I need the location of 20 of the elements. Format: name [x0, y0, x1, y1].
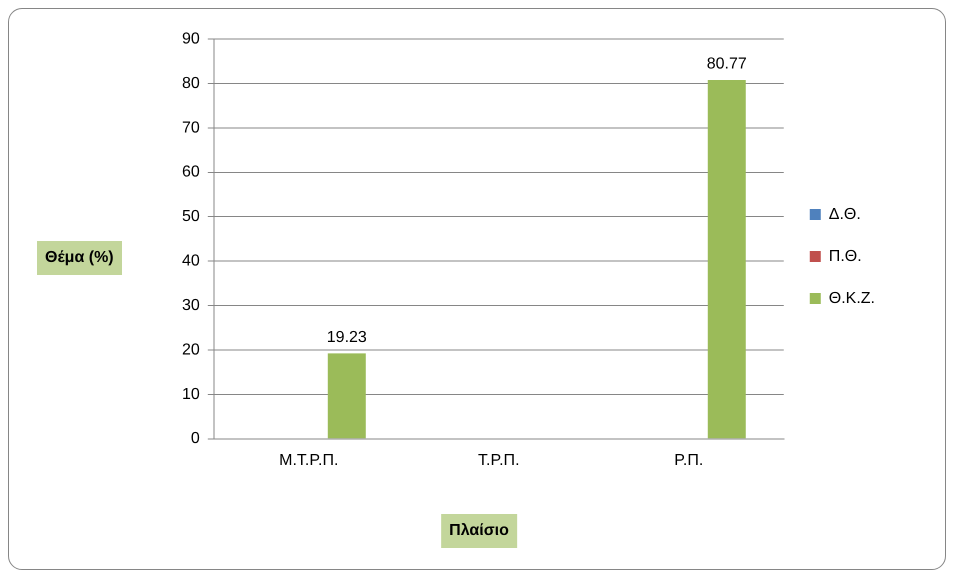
y-tick-label: 70 [182, 119, 200, 136]
data-label: 19.23 [326, 328, 367, 346]
y-tick-label: 10 [182, 386, 200, 403]
y-tick-label: 40 [182, 252, 200, 270]
y-tick-label: 90 [182, 30, 200, 48]
data-label: 80.77 [706, 55, 747, 72]
legend-label: Θ.Κ.Ζ. [828, 290, 876, 307]
y-tick-label: 80 [182, 74, 200, 92]
y-axis-title: Θέμα (%) [37, 241, 122, 275]
y-tick-label: 30 [182, 296, 200, 314]
legend-label: Δ.Θ. [828, 206, 861, 223]
x-tick-label: Τ.Ρ.Π. [478, 452, 520, 469]
x-tick-label: Μ.Τ.Ρ.Π. [279, 452, 338, 469]
x-tick-label: Ρ.Π. [674, 452, 704, 469]
legend-label: Π.Θ. [828, 248, 862, 265]
x-axis-title: Πλαίσιο [441, 514, 517, 548]
y-tick-label: 0 [190, 430, 200, 448]
y-tick-label: 50 [182, 208, 200, 226]
y-tick-label: 60 [182, 164, 200, 181]
y-tick-label: 20 [182, 341, 200, 358]
